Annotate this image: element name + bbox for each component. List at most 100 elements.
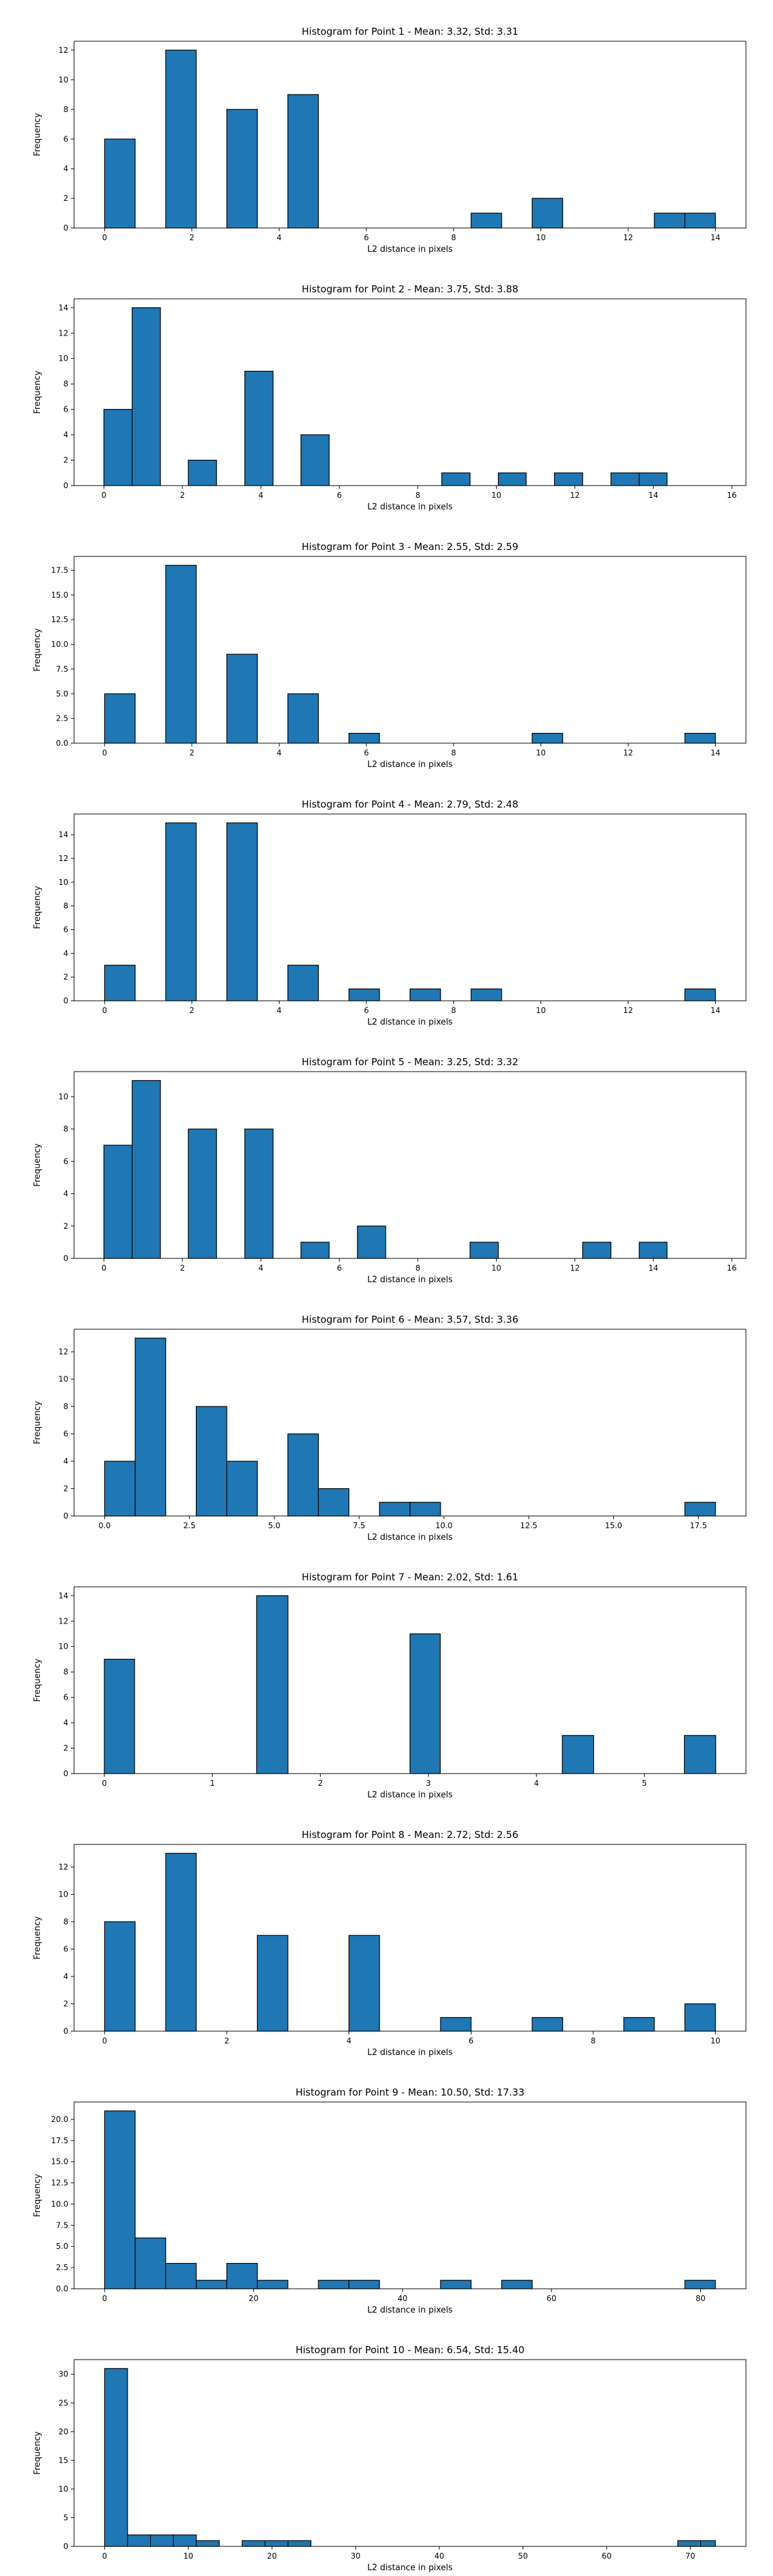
y-tick-label: 25 <box>59 2398 68 2407</box>
histogram-bar <box>103 409 133 486</box>
y-tick-label: 10 <box>59 354 68 363</box>
histogram-bar <box>104 965 136 1001</box>
y-tick-label: 8 <box>63 1917 68 1926</box>
y-tick-label: 12.5 <box>51 2179 68 2188</box>
y-tick-label: 10 <box>59 1642 68 1651</box>
chart-title: Histogram for Point 6 - Mean: 3.57, Std:… <box>301 1314 518 1325</box>
y-tick-label: 10 <box>59 878 68 887</box>
x-axis-label: L2 distance in pixels <box>367 1275 453 1285</box>
histogram-panel-9: Histogram for Point 9 - Mean: 10.50, Std… <box>33 2087 747 2315</box>
x-tick-label: 30 <box>350 2552 360 2561</box>
histogram-bar <box>131 1080 161 1259</box>
y-tick-label: 12 <box>59 854 68 863</box>
histogram-bar <box>684 2280 716 2289</box>
histogram-bar <box>226 109 258 229</box>
y-tick-label: 20.0 <box>51 2115 68 2124</box>
y-tick-label: 10.0 <box>51 2199 68 2208</box>
histogram-bar <box>684 733 716 744</box>
x-tick-label: 80 <box>696 2294 705 2303</box>
x-tick-label: 16 <box>727 491 736 500</box>
histogram-bar <box>103 1144 133 1259</box>
y-tick-label: 0 <box>63 223 68 232</box>
histogram-bar <box>256 1935 289 2032</box>
y-tick-label: 8 <box>63 1402 68 1411</box>
y-tick-label: 6 <box>63 925 68 934</box>
y-tick-label: 14 <box>59 830 68 839</box>
histogram-bar <box>318 1488 350 1517</box>
y-tick-label: 12 <box>59 1347 68 1356</box>
x-tick-label: 70 <box>685 2552 695 2561</box>
histogram-bar <box>638 1242 668 1259</box>
x-tick-label: 4 <box>534 1779 539 1788</box>
y-tick-label: 0 <box>63 1254 68 1263</box>
x-tick-label: 0 <box>102 748 108 757</box>
histogram-bar <box>562 1735 595 1774</box>
x-tick-label: 6 <box>364 233 369 242</box>
y-tick-label: 8 <box>63 379 68 388</box>
y-tick-label: 4 <box>63 949 68 958</box>
y-axis-label: Frequency <box>33 628 43 671</box>
y-tick-label: 12 <box>59 1616 68 1625</box>
x-tick-label: 0 <box>102 2294 108 2303</box>
y-tick-label: 8 <box>63 902 68 911</box>
x-tick-label: 4 <box>276 748 282 757</box>
y-axis-label: Frequency <box>33 2174 43 2217</box>
x-tick-label: 14 <box>711 233 720 242</box>
x-tick-label: 10 <box>491 1264 501 1273</box>
x-tick-label: 5.0 <box>268 1521 280 1530</box>
x-tick-label: 16 <box>727 1264 736 1273</box>
histogram-panel-10: Histogram for Point 10 - Mean: 6.54, Std… <box>33 2344 747 2573</box>
x-tick-label: 10 <box>184 2552 193 2561</box>
x-axis-label: L2 distance in pixels <box>367 1790 453 1800</box>
y-tick-label: 15.0 <box>51 591 68 600</box>
axes-frame <box>73 298 747 486</box>
chart-title: Histogram for Point 2 - Mean: 3.75, Std:… <box>301 283 518 295</box>
histogram-bar <box>357 1226 386 1259</box>
histogram-bar <box>684 1502 716 1517</box>
axes-frame <box>73 2101 747 2289</box>
histogram-bar <box>165 2262 197 2289</box>
histogram-panel-7: Histogram for Point 7 - Mean: 2.02, Std:… <box>33 1571 747 1800</box>
x-tick-label: 7.5 <box>353 1521 365 1530</box>
x-tick-label: 40 <box>397 2294 407 2303</box>
y-tick-label: 12 <box>59 46 68 55</box>
histogram-bar <box>531 2017 564 2032</box>
y-tick-label: 2 <box>63 2000 68 2009</box>
histogram-bar <box>196 2540 220 2547</box>
y-tick-label: 15.0 <box>51 2157 68 2166</box>
y-tick-label: 14 <box>59 303 68 312</box>
histogram-bar <box>610 472 640 486</box>
y-tick-label: 17.5 <box>51 565 68 574</box>
y-tick-label: 0 <box>63 2542 68 2551</box>
y-tick-label: 2 <box>63 972 68 981</box>
histogram-panel-4: Histogram for Point 4 - Mean: 2.79, Std:… <box>33 799 747 1027</box>
x-tick-label: 2 <box>189 748 195 757</box>
histogram-panel-3: Histogram for Point 3 - Mean: 2.55, Std:… <box>33 541 747 770</box>
histogram-bar <box>104 1921 136 2032</box>
x-tick-label: 50 <box>518 2552 528 2561</box>
y-tick-label: 2.5 <box>56 2263 68 2272</box>
y-tick-label: 0 <box>63 1769 68 1778</box>
x-tick-label: 0.0 <box>99 1521 111 1530</box>
y-tick-label: 5.0 <box>56 689 68 698</box>
histogram-bar <box>187 459 217 486</box>
y-tick-label: 5.0 <box>56 2242 68 2251</box>
x-tick-label: 14 <box>711 1006 720 1015</box>
histogram-bar <box>149 2534 174 2547</box>
y-tick-label: 15 <box>59 2456 68 2465</box>
histogram-bar <box>256 1595 289 1774</box>
histogram-bar <box>582 1242 612 1259</box>
y-tick-label: 7.5 <box>56 665 68 674</box>
histogram-bar <box>287 94 319 229</box>
y-tick-label: 14 <box>59 1591 68 1600</box>
x-tick-label: 10 <box>711 2036 720 2045</box>
histogram-bar <box>379 1502 411 1517</box>
y-axis-label: Frequency <box>33 1401 43 1444</box>
y-tick-label: 12 <box>59 328 68 337</box>
axes-frame <box>73 1329 747 1517</box>
histogram-bar <box>226 654 258 744</box>
x-tick-label: 60 <box>602 2552 611 2561</box>
y-tick-label: 8 <box>63 1124 68 1133</box>
y-tick-label: 7.5 <box>56 2221 68 2230</box>
